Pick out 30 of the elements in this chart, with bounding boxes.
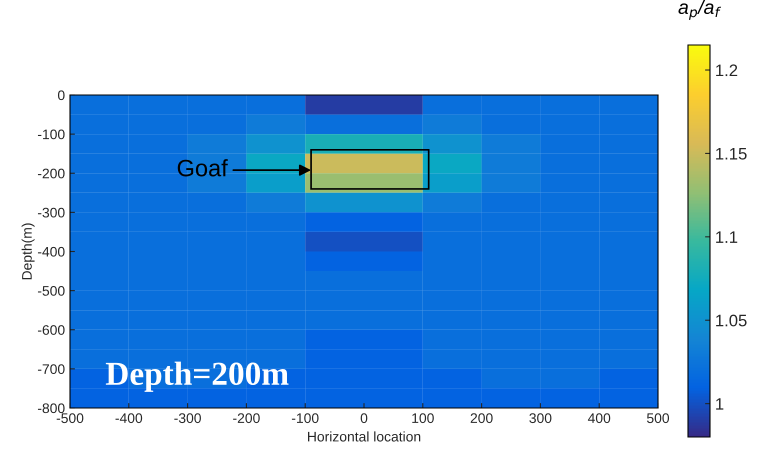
x-tick-label: 0 (360, 413, 368, 424)
y-tick-label: -100 (38, 129, 65, 140)
annotation: Goaf (178, 159, 228, 176)
x-tick-label: 500 (646, 413, 670, 424)
color-bar-label: 1 (716, 398, 724, 410)
x-tick-label: 200 (470, 413, 493, 424)
y-tick-label: -500 (38, 286, 65, 296)
color-bar-label: 1.1 (716, 231, 738, 243)
y-tick-label: -800 (38, 403, 65, 414)
color-bar-label: 1.05 (716, 314, 747, 326)
color-bar-label: 1.15 (716, 148, 747, 160)
x-tick-label: 400 (588, 413, 610, 424)
x-tick-label: -400 (116, 413, 142, 424)
color-bar-label: 1.2 (716, 64, 738, 76)
y-tick-label: -600 (38, 325, 65, 335)
y-tick-label: -700 (38, 364, 65, 374)
x-tick-label: -500 (56, 413, 84, 424)
y-axis-title: Depth(m) (22, 223, 35, 280)
color-bar-title: a$_{p}$/a$_{f}$ (678, 0, 722, 20)
y-tick-label: -300 (38, 208, 65, 218)
x-tick-label: -100 (292, 413, 319, 424)
x-axis-title: Horizontal location (308, 431, 420, 442)
y-tick-label: 0 (58, 90, 65, 100)
x-tick-label: 300 (529, 413, 552, 424)
x-tick-label: -300 (174, 413, 201, 424)
x-tick-label: -200 (233, 413, 260, 424)
x-tick-label: 100 (412, 413, 434, 424)
annotation: Depth=200m (106, 362, 289, 392)
y-tick-label: -400 (38, 246, 65, 257)
y-tick-label: -200 (38, 168, 65, 178)
